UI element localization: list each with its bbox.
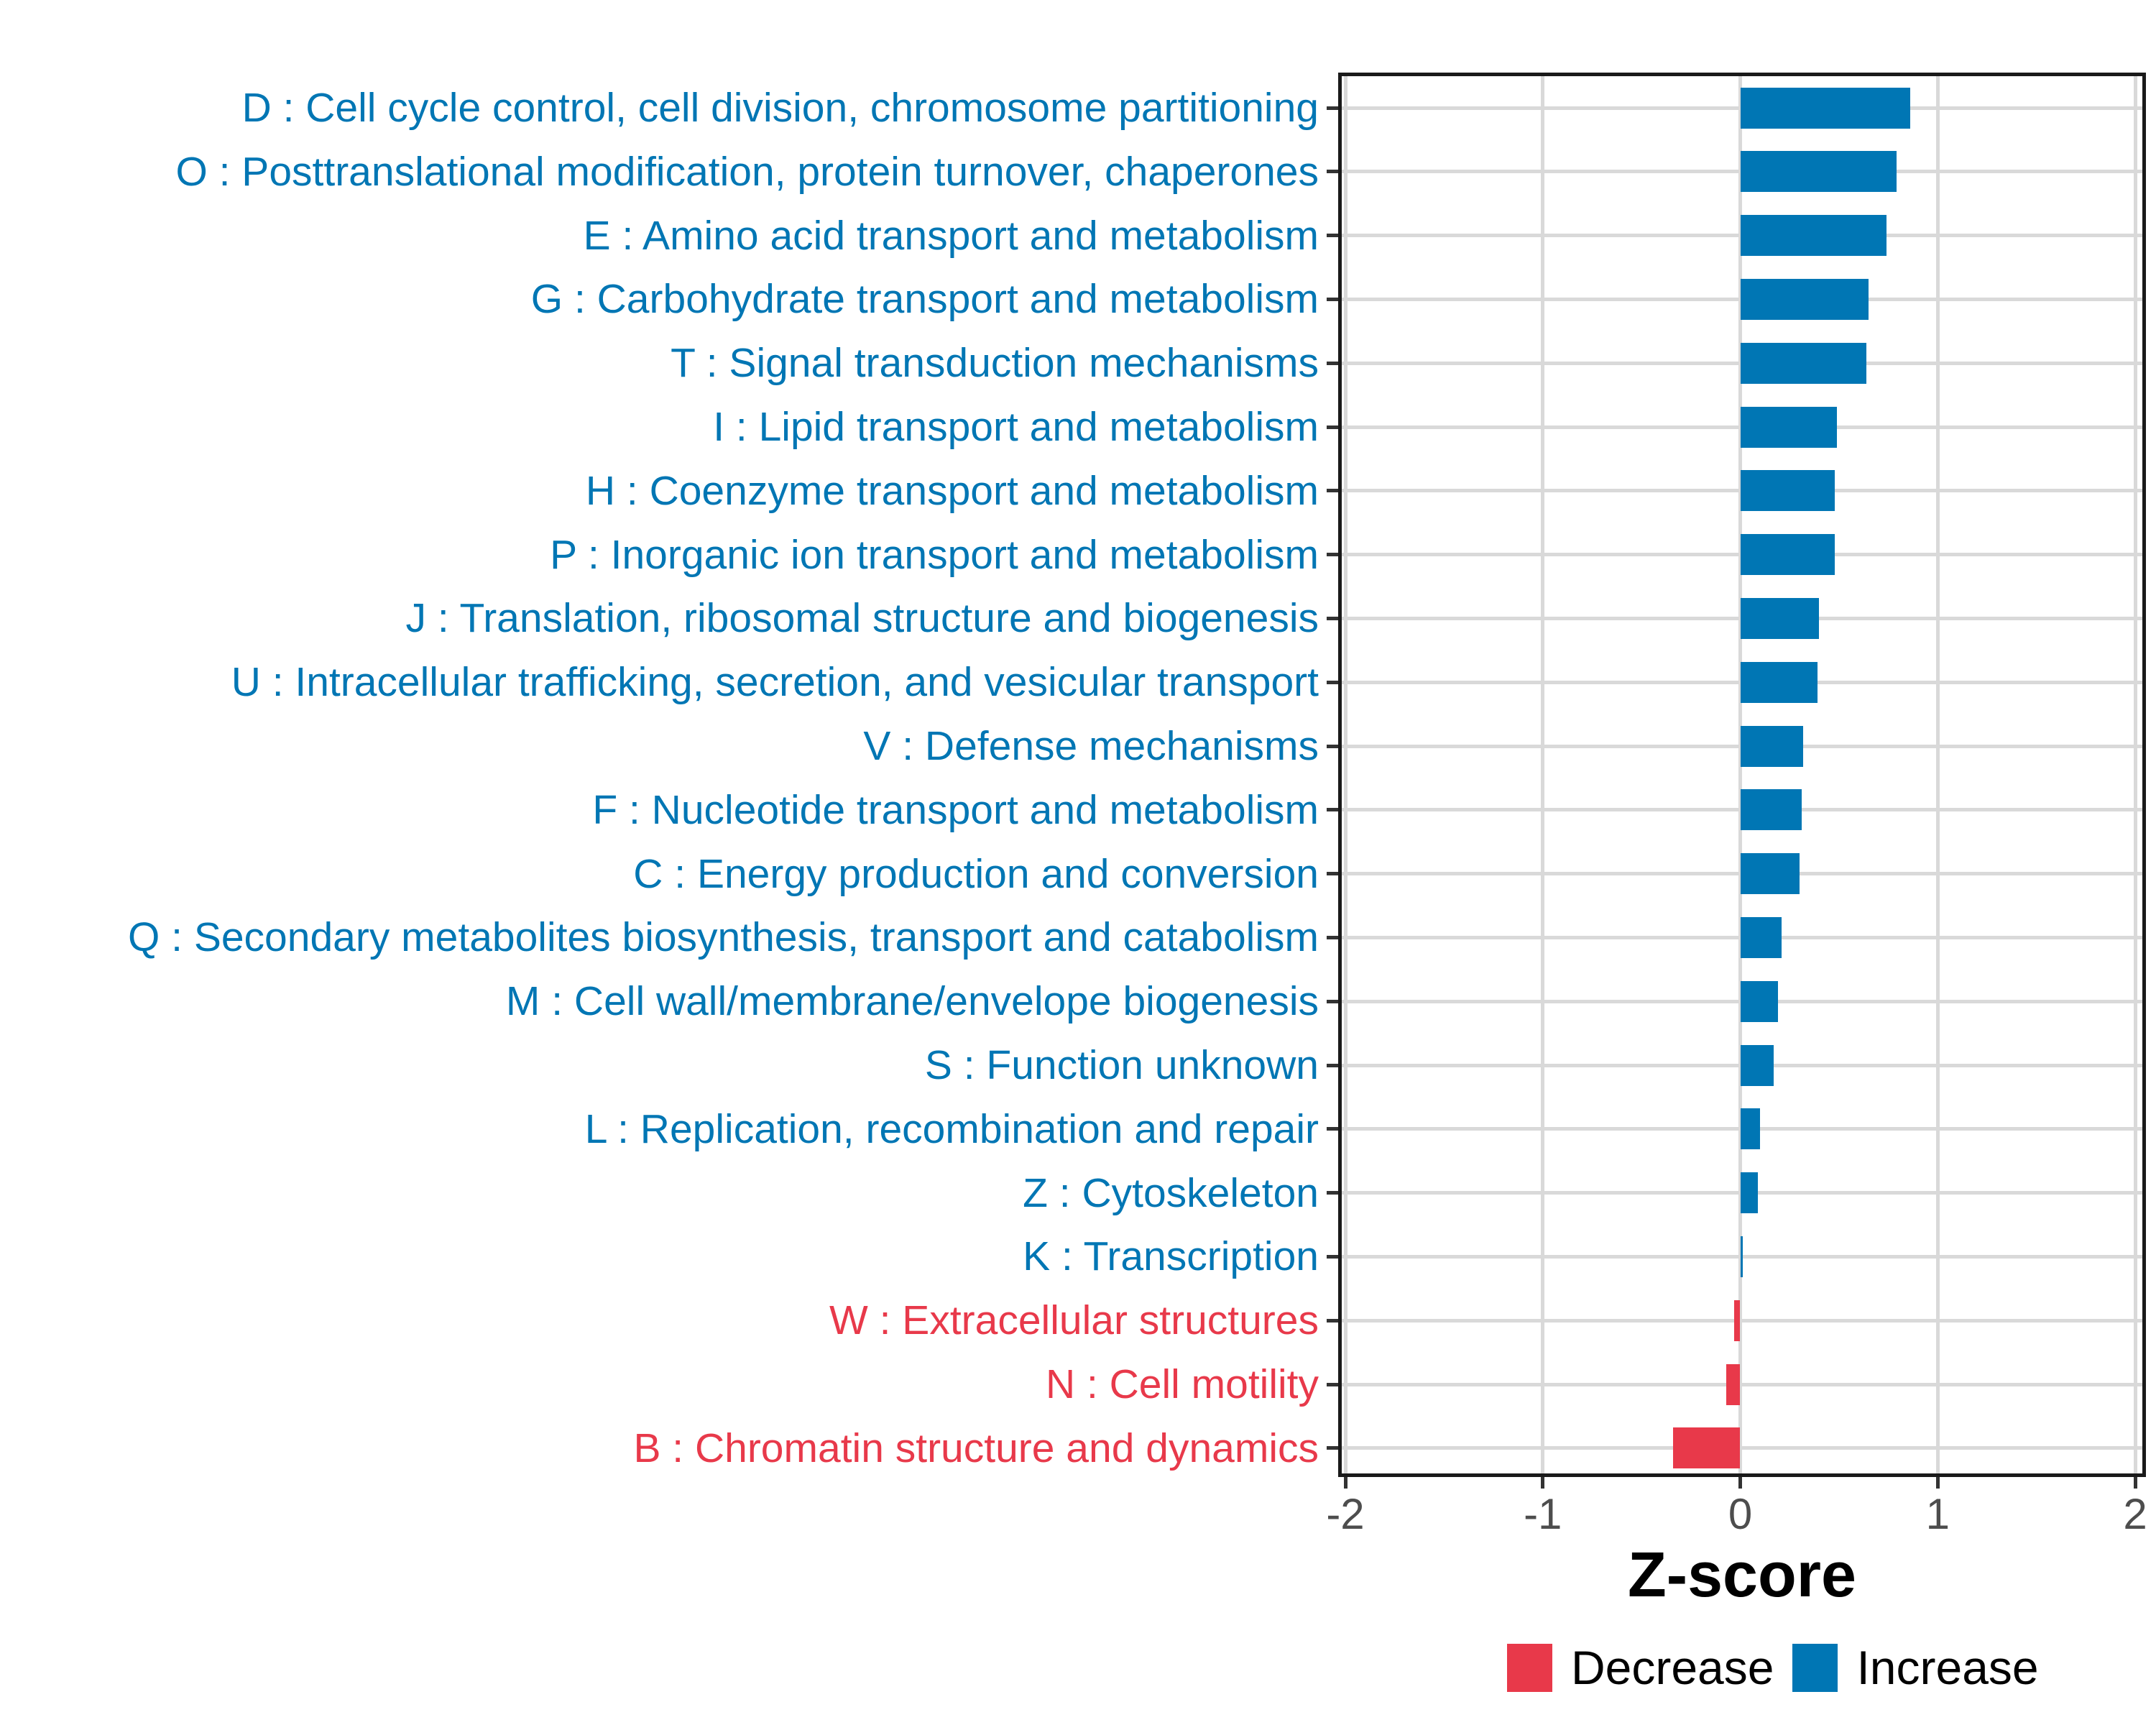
y-axis-label: N : Cell motility xyxy=(1045,1361,1319,1407)
x-axis-tick xyxy=(2133,1477,2137,1489)
y-axis-tick xyxy=(1327,999,1338,1003)
y-axis-label: Z : Cytoskeleton xyxy=(1023,1169,1319,1216)
bar xyxy=(1740,1172,1759,1214)
bar xyxy=(1740,661,1818,703)
bar xyxy=(1740,1108,1760,1150)
bar xyxy=(1740,534,1835,576)
legend-label-increase: Increase xyxy=(1856,1641,2039,1694)
x-axis-tick xyxy=(1343,1477,1348,1489)
y-axis-label: Q : Secondary metabolites biosynthesis, … xyxy=(127,914,1319,961)
bar xyxy=(1726,1363,1741,1405)
bar xyxy=(1740,151,1897,193)
y-axis-tick xyxy=(1327,234,1338,238)
y-axis-tick xyxy=(1327,1254,1338,1259)
bar xyxy=(1740,789,1802,831)
legend: Decrease Increase xyxy=(1507,1641,2039,1694)
horizontal-gridline xyxy=(1338,1446,2146,1450)
y-axis-tick xyxy=(1327,872,1338,876)
bar xyxy=(1740,215,1886,257)
y-axis-label: U : Intracellular trafficking, secretion… xyxy=(231,659,1319,706)
y-axis-tick xyxy=(1327,297,1338,301)
bar xyxy=(1740,597,1820,639)
y-axis-tick xyxy=(1327,1382,1338,1386)
bar xyxy=(1740,980,1778,1022)
vertical-gridline xyxy=(1541,73,1545,1477)
x-axis-tick-label: 0 xyxy=(1728,1490,1753,1538)
y-axis-tick xyxy=(1327,616,1338,620)
y-axis-label: K : Transcription xyxy=(1023,1233,1319,1280)
vertical-gridline xyxy=(1935,73,1940,1477)
y-axis-label: I : Lipid transport and metabolism xyxy=(713,404,1319,450)
y-axis-label: J : Translation, ribosomal structure and… xyxy=(405,595,1319,642)
y-axis-label: H : Coenzyme transport and metabolism xyxy=(585,467,1319,514)
bar xyxy=(1740,342,1867,384)
x-axis-tick xyxy=(1738,1477,1742,1489)
vertical-gridline xyxy=(2133,73,2137,1477)
legend-label-decrease: Decrease xyxy=(1571,1641,1774,1694)
y-axis-tick xyxy=(1327,744,1338,748)
x-axis-tick-label: -2 xyxy=(1326,1490,1365,1538)
bar xyxy=(1673,1427,1741,1469)
bar xyxy=(1734,1300,1741,1341)
y-axis-label: C : Energy production and conversion xyxy=(633,850,1319,897)
bar xyxy=(1740,87,1910,129)
legend-swatch-decrease xyxy=(1507,1643,1552,1692)
y-axis-label: E : Amino acid transport and metabolism xyxy=(583,212,1319,259)
y-axis-tick xyxy=(1327,680,1338,684)
bar xyxy=(1740,1044,1774,1086)
x-axis-tick xyxy=(1935,1477,1940,1489)
legend-swatch-increase xyxy=(1792,1643,1838,1692)
y-axis-label: G : Carbohydrate transport and metabolis… xyxy=(530,276,1319,323)
y-axis-label: V : Defense mechanisms xyxy=(863,723,1319,769)
x-axis-tick xyxy=(1541,1477,1545,1489)
y-axis-label: M : Cell wall/membrane/envelope biogenes… xyxy=(505,978,1319,1025)
x-axis-tick-label: -1 xyxy=(1524,1490,1562,1538)
y-axis-tick xyxy=(1327,1063,1338,1067)
y-axis-label: W : Extracellular structures xyxy=(829,1297,1319,1344)
horizontal-gridline xyxy=(1338,1318,2146,1322)
y-axis-tick xyxy=(1327,361,1338,365)
bar xyxy=(1740,278,1869,320)
bar xyxy=(1740,406,1838,448)
y-axis-tick xyxy=(1327,1446,1338,1450)
y-axis-label: P : Inorganic ion transport and metaboli… xyxy=(550,531,1319,578)
x-axis-tick-label: 1 xyxy=(1925,1490,1950,1538)
bar xyxy=(1740,725,1804,767)
vertical-gridline xyxy=(1343,73,1348,1477)
y-axis-tick xyxy=(1327,489,1338,493)
y-axis-tick xyxy=(1327,808,1338,812)
plot-panel xyxy=(1338,73,2146,1477)
bar xyxy=(1740,916,1782,958)
y-axis-label: D : Cell cycle control, cell division, c… xyxy=(241,85,1319,131)
horizontal-gridline xyxy=(1338,1382,2146,1386)
y-axis-tick xyxy=(1327,1127,1338,1131)
vertical-gridline xyxy=(1738,73,1742,1477)
y-axis-tick xyxy=(1327,425,1338,429)
y-axis-label: F : Nucleotide transport and metabolism xyxy=(592,786,1319,833)
y-axis-label: L : Replication, recombination and repai… xyxy=(584,1105,1319,1152)
x-axis-title: Z-score xyxy=(1628,1539,1856,1610)
y-axis-label: O : Posttranslational modification, prot… xyxy=(175,148,1319,195)
y-axis-tick xyxy=(1327,106,1338,110)
bar xyxy=(1740,853,1800,895)
y-axis-label: S : Function unknown xyxy=(924,1042,1319,1088)
y-axis-tick xyxy=(1327,1191,1338,1195)
bar xyxy=(1740,470,1835,512)
x-axis-tick-label: 2 xyxy=(2123,1490,2147,1538)
y-axis-label: B : Chromatin structure and dynamics xyxy=(633,1425,1319,1471)
bar xyxy=(1740,1236,1743,1277)
y-axis-tick xyxy=(1327,1318,1338,1322)
y-axis-tick xyxy=(1327,935,1338,939)
y-axis-tick xyxy=(1327,170,1338,174)
y-axis-tick xyxy=(1327,553,1338,557)
y-axis-label: T : Signal transduction mechanisms xyxy=(671,340,1319,387)
